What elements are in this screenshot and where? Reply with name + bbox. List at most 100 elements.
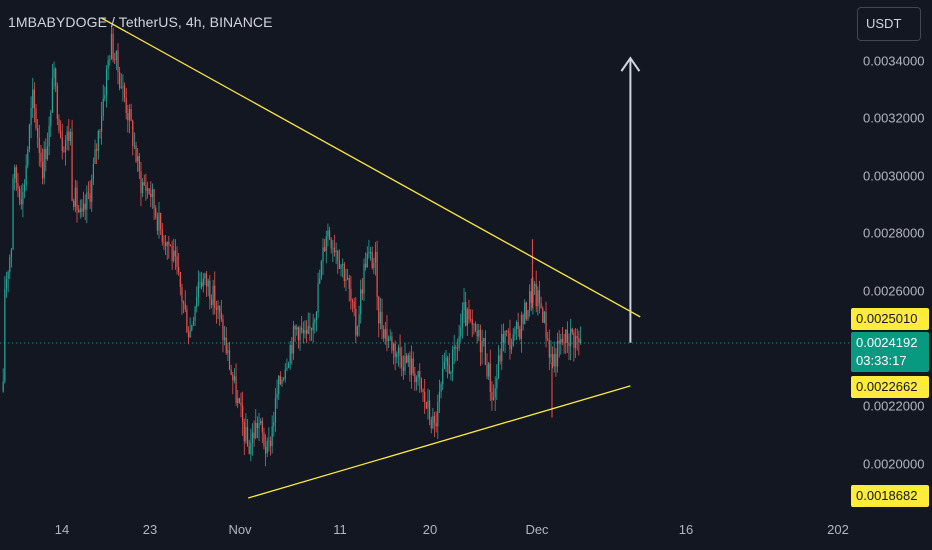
candle-body <box>214 285 216 309</box>
candle-body <box>268 440 270 442</box>
candle-body <box>194 306 196 321</box>
candle-body <box>478 329 480 337</box>
y-tick-label: 0.0032000 <box>863 110 925 126</box>
candle-body <box>552 354 554 367</box>
candle-body <box>365 263 367 268</box>
currency-button[interactable]: USDT <box>857 7 921 41</box>
candle-body <box>543 311 545 323</box>
candle-body <box>256 422 258 428</box>
candle-body <box>296 327 298 330</box>
candle-body <box>317 283 319 312</box>
candle-body <box>373 262 375 268</box>
candle-body <box>448 365 450 374</box>
candle-body <box>337 251 339 261</box>
current-price-badge: 0.0024192 03:33:17 <box>851 332 929 372</box>
candle-body <box>243 421 245 442</box>
candle-body <box>576 336 578 338</box>
candle-body <box>174 250 176 257</box>
candle-body <box>27 149 29 166</box>
candle-body <box>519 328 521 339</box>
candle-body <box>292 325 295 354</box>
candle-body <box>145 184 147 191</box>
candle-body <box>445 357 447 362</box>
candle-body <box>535 283 537 307</box>
candle-body <box>455 346 457 349</box>
y-tick-label: 0.0020000 <box>863 456 925 472</box>
candle-body <box>40 152 42 162</box>
candle-body <box>499 355 501 362</box>
candle-body <box>246 427 249 446</box>
candle-body <box>514 328 516 335</box>
candle-body <box>228 350 231 370</box>
candle-body <box>456 348 459 350</box>
candle-body <box>92 163 94 180</box>
candle-body <box>51 78 53 113</box>
candle-body <box>433 415 436 424</box>
candle-body <box>556 340 559 367</box>
candle-body <box>50 112 52 126</box>
candle-body <box>107 60 109 69</box>
candle-body <box>53 68 55 79</box>
candle-body <box>276 393 278 399</box>
upper-trendline-price-badge: 0.0025010 <box>851 308 929 330</box>
symbol-title: 1MBABYDOGE / TetherUS, 4h, BINANCE <box>8 14 273 30</box>
candle-body <box>122 85 124 88</box>
candle-body <box>424 392 426 402</box>
candle-body <box>69 131 72 142</box>
candle-body <box>555 354 557 367</box>
candle-body <box>363 263 365 294</box>
candle-body <box>291 345 293 354</box>
candle-body <box>237 398 239 404</box>
candle-body <box>17 182 19 189</box>
candle-body <box>440 384 442 392</box>
candle-body <box>458 336 460 349</box>
candle-body <box>204 273 206 279</box>
x-tick-label: 16 <box>678 522 694 537</box>
candle-body <box>486 364 488 377</box>
candle-body <box>474 323 477 331</box>
candle-body <box>360 289 362 315</box>
candlestick-series <box>2 26 582 467</box>
candle-body <box>350 288 352 301</box>
candle-body <box>265 446 267 454</box>
candle-body <box>102 98 104 116</box>
candle-body <box>425 401 427 409</box>
candle-body <box>438 391 441 403</box>
candle-body <box>386 329 388 341</box>
candle-body <box>283 378 285 380</box>
candle-body <box>58 118 60 131</box>
candle-body <box>86 192 88 210</box>
candle-body <box>4 288 6 382</box>
candle-body <box>155 207 157 217</box>
candle-body <box>286 367 288 370</box>
candle-body <box>294 325 296 330</box>
candle-body <box>401 356 403 368</box>
candle-body <box>443 361 445 369</box>
candle-body <box>415 377 418 382</box>
candle-body <box>345 279 347 282</box>
candle-body <box>41 161 44 179</box>
candle-body <box>297 327 299 341</box>
candle-body <box>371 252 373 268</box>
candle-body <box>78 210 80 213</box>
candle-body <box>112 33 114 60</box>
candle-body <box>383 329 385 339</box>
candle-body <box>28 124 31 150</box>
candle-body <box>89 193 91 202</box>
candle-body <box>96 149 98 151</box>
candle-body <box>137 156 139 162</box>
candle-body <box>253 432 255 439</box>
candle-body <box>302 329 304 334</box>
candle-body <box>284 369 286 379</box>
candle-body <box>38 137 40 153</box>
candle-body <box>9 257 11 272</box>
candle-body <box>120 87 122 89</box>
candle-body <box>378 296 380 324</box>
candle-body <box>63 151 65 153</box>
candle-body <box>533 283 536 287</box>
candle-body <box>430 419 432 429</box>
x-tick-label: 11 <box>333 522 347 537</box>
candle-body <box>261 420 263 433</box>
